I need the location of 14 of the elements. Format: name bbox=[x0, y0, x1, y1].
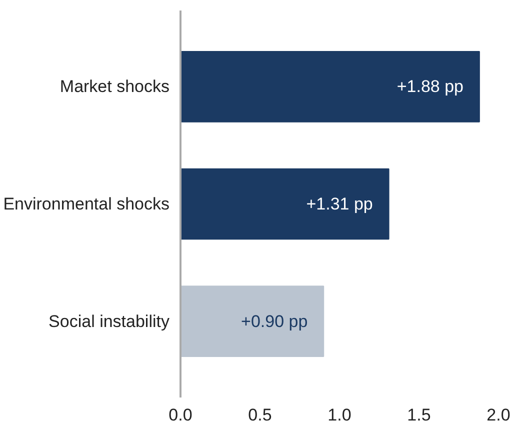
data-label: +0.90 pp bbox=[241, 312, 308, 331]
x-tick-label: 0.0 bbox=[168, 406, 192, 423]
data-label: +1.88 pp bbox=[396, 77, 464, 96]
x-tick-label: 1.5 bbox=[407, 406, 431, 423]
x-tick-label: 1.0 bbox=[328, 406, 352, 423]
bar bbox=[180, 168, 390, 240]
y-tick-label: Social instability bbox=[48, 312, 170, 331]
y-tick-label: Environmental shocks bbox=[3, 194, 170, 214]
x-tick-label: 0.5 bbox=[248, 406, 272, 423]
y-tick-label: Market shocks bbox=[60, 77, 170, 96]
bar bbox=[180, 286, 324, 357]
data-label: +1.31 pp bbox=[306, 194, 373, 214]
bar bbox=[180, 51, 480, 122]
x-tick-label: 2.0 bbox=[486, 406, 510, 423]
